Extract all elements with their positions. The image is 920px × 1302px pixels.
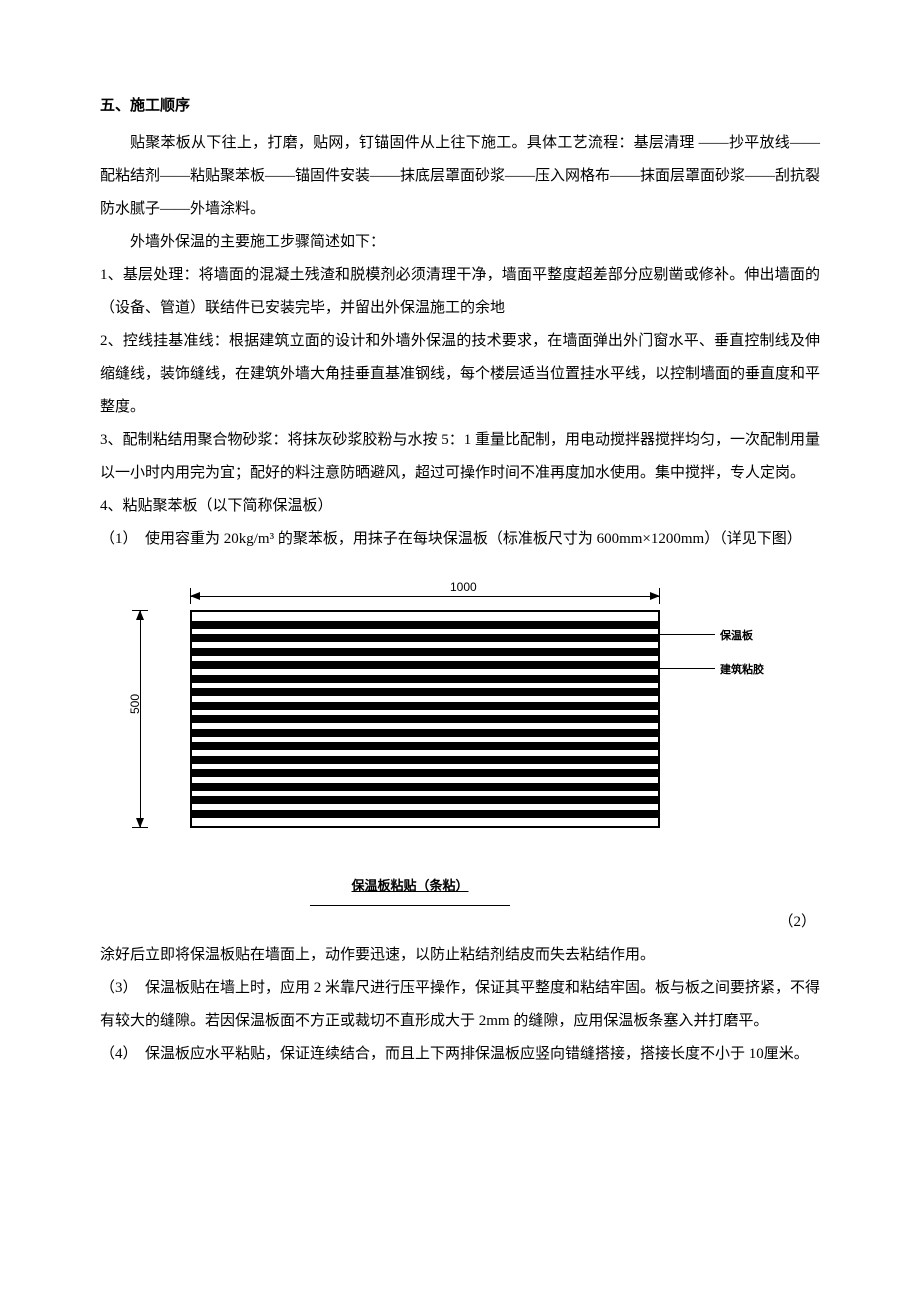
- step-4-1: （1） 使用容重为 20kg/m³ 的聚苯板，用抹子在每块保温板（标准板尺寸为 …: [100, 523, 820, 556]
- annotation-insulation-board: 保温板: [720, 624, 753, 648]
- adhesive-stripe: [192, 702, 658, 710]
- adhesive-stripe: [192, 675, 658, 683]
- adhesive-stripe: [192, 729, 658, 737]
- board-rectangle: [190, 610, 660, 828]
- step-1: 1、基层处理：将墙面的混凝土残渣和脱模剂必须清理干净，墙面平整度超差部分应剔凿或…: [100, 259, 820, 325]
- insulation-board-diagram: 1000 500 保温板 建筑粘胶: [100, 574, 820, 864]
- section-heading: 五、施工顺序: [100, 90, 820, 123]
- adhesive-stripe: [192, 810, 658, 818]
- adhesive-stripe: [192, 634, 658, 642]
- adhesive-stripe: [192, 661, 658, 669]
- adhesive-stripe: [192, 621, 658, 629]
- adhesive-stripe: [192, 783, 658, 791]
- annotation-adhesive: 建筑粘胶: [720, 658, 764, 682]
- paragraph-process: 贴聚苯板从下往上，打磨，贴网，钉锚固件从上往下施工。具体工艺流程：基层清理 ——…: [100, 127, 820, 226]
- step-4-4: （4） 保温板应水平粘贴，保证连续结合，而且上下两排保温板应竖向错缝搭接，搭接长…: [100, 1038, 820, 1071]
- step-2: 2、控线挂基准线：根据建筑立面的设计和外墙外保温的技术要求，在墙面弹出外门窗水平…: [100, 325, 820, 424]
- adhesive-stripe: [192, 756, 658, 764]
- adhesive-stripe: [192, 742, 658, 750]
- annotation-1-leader: [660, 634, 715, 635]
- diagram-caption: 保温板粘贴（条粘）: [351, 872, 468, 903]
- step-4-3: （3） 保温板贴在墙上时，应用 2 米靠尺进行压平操作，保证其平整度和粘结牢固。…: [100, 972, 820, 1038]
- step-4-2-number: （2）: [100, 906, 820, 939]
- step-4-title: 4、粘贴聚苯板（以下简称保温板）: [100, 490, 820, 523]
- paragraph-steps-intro: 外墙外保温的主要施工步骤简述如下：: [100, 226, 820, 259]
- step-3: 3、配制粘结用聚合物砂浆：将抹灰砂浆胶粉与水按 5：1 重量比配制，用电动搅拌器…: [100, 424, 820, 490]
- step-4-2: 涂好后立即将保温板贴在墙面上，动作要迅速，以防止粘结剂结皮而失去粘结作用。: [100, 939, 820, 972]
- dimension-left-line: [136, 610, 146, 828]
- dimension-top-line: [190, 592, 660, 602]
- adhesive-stripe: [192, 648, 658, 656]
- diagram-caption-wrap: 保温板粘贴（条粘）: [130, 870, 690, 906]
- adhesive-stripe: [192, 688, 658, 696]
- adhesive-stripe: [192, 796, 658, 804]
- adhesive-stripe: [192, 769, 658, 777]
- adhesive-stripe: [192, 715, 658, 723]
- annotation-2-leader: [660, 668, 715, 669]
